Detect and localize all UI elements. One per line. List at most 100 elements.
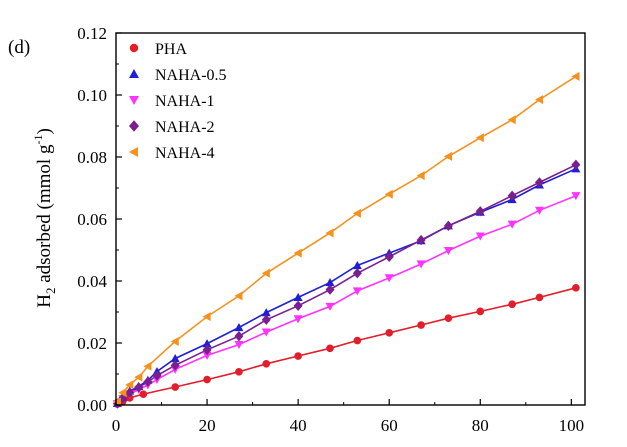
legend-marker-2 [129,96,139,105]
data-point-2-18 [534,206,544,215]
data-point-2-7 [202,351,212,360]
data-point-3-5 [152,370,162,381]
y-axis-label: H2 adsorbed (mmol g-1) [31,128,58,308]
legend-label-2: NAHA-1 [155,93,215,110]
data-point-0-16 [535,293,544,302]
data-point-2-14 [416,260,426,269]
data-point-3-12 [352,268,362,279]
data-point-0-13 [444,314,453,323]
data-point-4-5 [170,336,179,346]
data-point-2-13 [384,274,394,283]
data-point-3-9 [261,314,271,325]
data-point-1-9 [261,308,271,317]
data-point-2-11 [325,302,335,311]
legend-marker-0 [129,43,139,53]
data-point-0-17 [572,283,580,292]
legend-label-0: PHA [155,41,187,58]
legend-marker-1 [129,69,139,78]
data-point-2-19 [571,192,581,201]
data-point-4-15 [475,133,484,143]
legend-marker-3 [129,120,139,132]
fit-line-2 [115,194,577,406]
legend-label-4: NAHA-4 [155,145,215,162]
x-tick-label: 100 [559,416,585,435]
x-tick-label: 80 [472,416,489,435]
fit-line-0 [115,287,577,406]
data-point-4-12 [384,189,393,199]
data-point-2-15 [443,247,453,256]
data-point-4-8 [261,268,270,278]
y-tick-label: 0.08 [77,148,107,167]
data-point-1-12 [352,261,362,270]
fit-line-1 [115,168,577,406]
y-tick-label: 0.02 [77,334,107,353]
data-markers [112,71,581,409]
y-axis: 0.00 0.02 0.04 0.06 0.08 0.10 0.12 [77,24,122,415]
data-point-3-3 [134,382,144,393]
data-point-3-18 [534,177,544,188]
data-point-4-2 [125,380,134,390]
data-point-0-12 [417,321,425,329]
data-point-1-7 [202,339,212,348]
data-point-4-0 [112,397,121,407]
legend: PHA NAHA-0.5 NAHA-1 NAHA-2 NAHA-4 [129,41,227,162]
y-tick-label: 0.00 [77,396,107,415]
data-point-4-18 [571,71,580,81]
data-point-3-14 [416,234,426,246]
data-point-4-10 [325,228,334,238]
y-tick-label: 0.12 [77,24,107,43]
data-point-3-6 [170,360,180,371]
data-point-3-2 [125,387,135,398]
data-point-4-7 [234,291,243,301]
data-point-0-6 [235,368,243,376]
legend-marker-4 [129,147,138,157]
data-point-1-6 [170,354,180,363]
data-point-3-8 [234,331,244,342]
data-point-4-16 [507,115,516,125]
x-tick-label: 40 [290,416,307,435]
x-tick-label: 0 [112,416,121,435]
data-point-3-11 [325,284,335,295]
data-point-0-4 [171,383,180,391]
data-point-0-8 [294,352,302,360]
data-point-1-8 [234,323,244,332]
data-point-2-8 [234,340,244,350]
x-tick-label: 20 [199,416,216,435]
data-point-3-16 [475,206,485,217]
data-point-4-6 [202,312,211,322]
data-point-0-7 [262,359,271,368]
y-tick-label: 0.04 [77,272,107,291]
data-point-4-3 [134,372,143,382]
data-point-4-4 [143,361,152,371]
data-point-3-17 [507,190,517,201]
data-point-3-19 [571,159,581,170]
data-point-3-7 [202,344,212,355]
panel-label: (d) [8,37,30,58]
data-point-4-9 [293,248,302,258]
data-point-4-11 [352,208,361,218]
x-axis: 0 20 40 60 80 100 [112,399,584,435]
legend-label-3: NAHA-2 [155,119,215,136]
data-point-4-14 [443,151,452,161]
data-point-0-10 [353,336,362,345]
data-point-1-10 [293,292,303,302]
data-point-0-3 [139,390,148,398]
y-tick-label: 0.06 [77,210,107,229]
data-point-3-15 [443,220,453,231]
data-point-2-17 [507,220,517,229]
data-point-3-13 [384,251,394,262]
data-point-0-11 [385,328,394,337]
data-point-0-9 [326,344,334,353]
data-point-4-13 [416,171,425,181]
data-point-0-5 [203,375,211,384]
data-point-2-9 [261,328,271,337]
data-point-1-11 [325,278,335,287]
data-point-0-15 [508,300,516,309]
data-point-2-10 [293,315,303,324]
data-point-2-16 [475,232,485,241]
legend-label-1: NAHA-0.5 [155,67,227,84]
data-point-4-17 [534,95,544,105]
data-point-3-4 [143,376,153,387]
data-point-3-10 [293,300,303,311]
